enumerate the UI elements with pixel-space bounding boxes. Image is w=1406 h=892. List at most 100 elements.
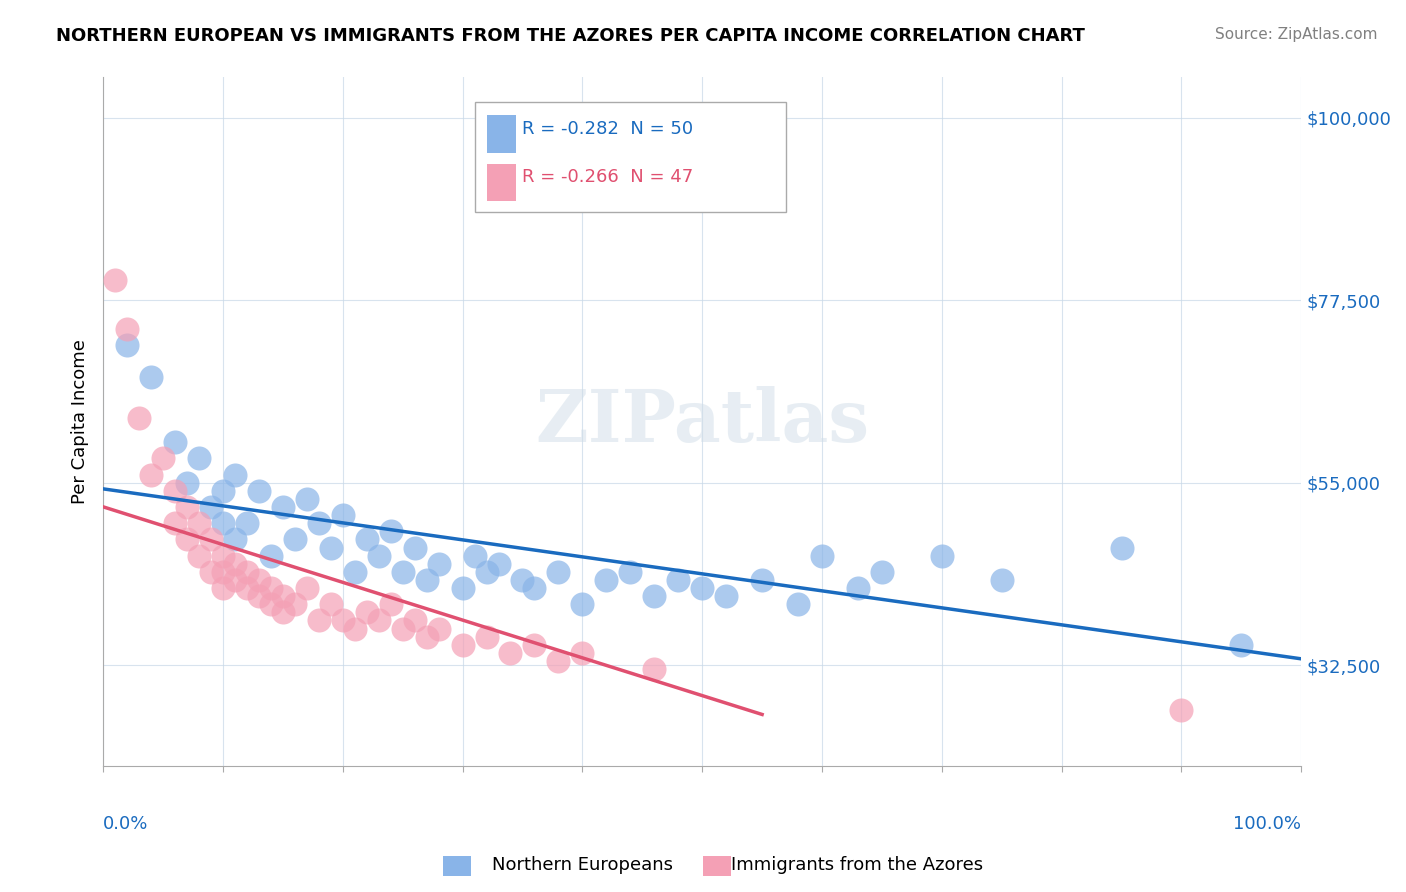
Point: [488, 557, 510, 571]
Point: [200, 565, 222, 579]
Point: [367, 549, 389, 563]
Point: [380, 524, 402, 539]
Point: [200, 533, 222, 547]
Point: [714, 589, 737, 603]
Bar: [475, 102, 786, 211]
Point: [284, 533, 307, 547]
Point: [931, 549, 953, 563]
Point: [295, 491, 318, 506]
Point: [391, 622, 413, 636]
Point: [1111, 541, 1133, 555]
Point: [547, 654, 569, 668]
Point: [163, 435, 186, 450]
Text: Northern Europeans: Northern Europeans: [492, 856, 673, 874]
Point: [319, 597, 342, 611]
Point: [163, 516, 186, 531]
Point: [139, 467, 162, 482]
Point: [247, 483, 270, 498]
Point: [176, 533, 198, 547]
Point: [811, 549, 834, 563]
Point: [990, 573, 1012, 587]
Point: [475, 565, 498, 579]
Text: Immigrants from the Azores: Immigrants from the Azores: [731, 856, 983, 874]
Point: [787, 597, 810, 611]
Point: [224, 467, 246, 482]
Point: [224, 573, 246, 587]
Point: [547, 565, 569, 579]
Point: [236, 565, 259, 579]
Point: [404, 614, 426, 628]
Point: [666, 573, 689, 587]
Point: [247, 589, 270, 603]
Point: [451, 638, 474, 652]
Point: [332, 508, 354, 522]
Point: [512, 573, 534, 587]
Point: [571, 646, 593, 660]
Point: [332, 614, 354, 628]
Text: 0.0%: 0.0%: [103, 814, 149, 832]
Point: [212, 565, 235, 579]
Point: [212, 483, 235, 498]
Point: [176, 500, 198, 514]
Point: [380, 597, 402, 611]
Point: [404, 541, 426, 555]
Point: [236, 581, 259, 595]
Point: [846, 581, 869, 595]
Point: [391, 565, 413, 579]
Point: [224, 533, 246, 547]
Point: [260, 597, 283, 611]
Point: [870, 565, 893, 579]
Bar: [486, 163, 516, 202]
Point: [308, 516, 330, 531]
Point: [163, 483, 186, 498]
Point: [271, 500, 294, 514]
Text: ZIPatlas: ZIPatlas: [536, 386, 869, 458]
Point: [247, 573, 270, 587]
Point: [571, 597, 593, 611]
Bar: [486, 115, 516, 153]
Point: [308, 614, 330, 628]
Point: [343, 565, 366, 579]
Point: [200, 500, 222, 514]
Point: [464, 549, 486, 563]
Text: NORTHERN EUROPEAN VS IMMIGRANTS FROM THE AZORES PER CAPITA INCOME CORRELATION CH: NORTHERN EUROPEAN VS IMMIGRANTS FROM THE…: [56, 27, 1085, 45]
Point: [176, 475, 198, 490]
Point: [212, 516, 235, 531]
Point: [128, 410, 150, 425]
Point: [451, 581, 474, 595]
Point: [212, 581, 235, 595]
Point: [427, 557, 450, 571]
Point: [188, 516, 211, 531]
Point: [260, 549, 283, 563]
Point: [643, 662, 665, 676]
Text: R = -0.266  N = 47: R = -0.266 N = 47: [523, 169, 693, 186]
Point: [284, 597, 307, 611]
Point: [356, 533, 378, 547]
Point: [751, 573, 773, 587]
Point: [139, 370, 162, 384]
Point: [224, 557, 246, 571]
Point: [619, 565, 641, 579]
Y-axis label: Per Capita Income: Per Capita Income: [72, 340, 89, 504]
Point: [236, 516, 259, 531]
Point: [188, 549, 211, 563]
Point: [115, 321, 138, 335]
Point: [271, 605, 294, 619]
Point: [643, 589, 665, 603]
Point: [115, 338, 138, 352]
Point: [367, 614, 389, 628]
Text: R = -0.282  N = 50: R = -0.282 N = 50: [523, 120, 693, 138]
Text: Source: ZipAtlas.com: Source: ZipAtlas.com: [1215, 27, 1378, 42]
Point: [188, 451, 211, 466]
Point: [271, 589, 294, 603]
Point: [499, 646, 522, 660]
Point: [523, 638, 546, 652]
Point: [1170, 703, 1192, 717]
Point: [319, 541, 342, 555]
Point: [595, 573, 617, 587]
Point: [523, 581, 546, 595]
Text: 100.0%: 100.0%: [1233, 814, 1302, 832]
Point: [427, 622, 450, 636]
Point: [475, 630, 498, 644]
Point: [295, 581, 318, 595]
